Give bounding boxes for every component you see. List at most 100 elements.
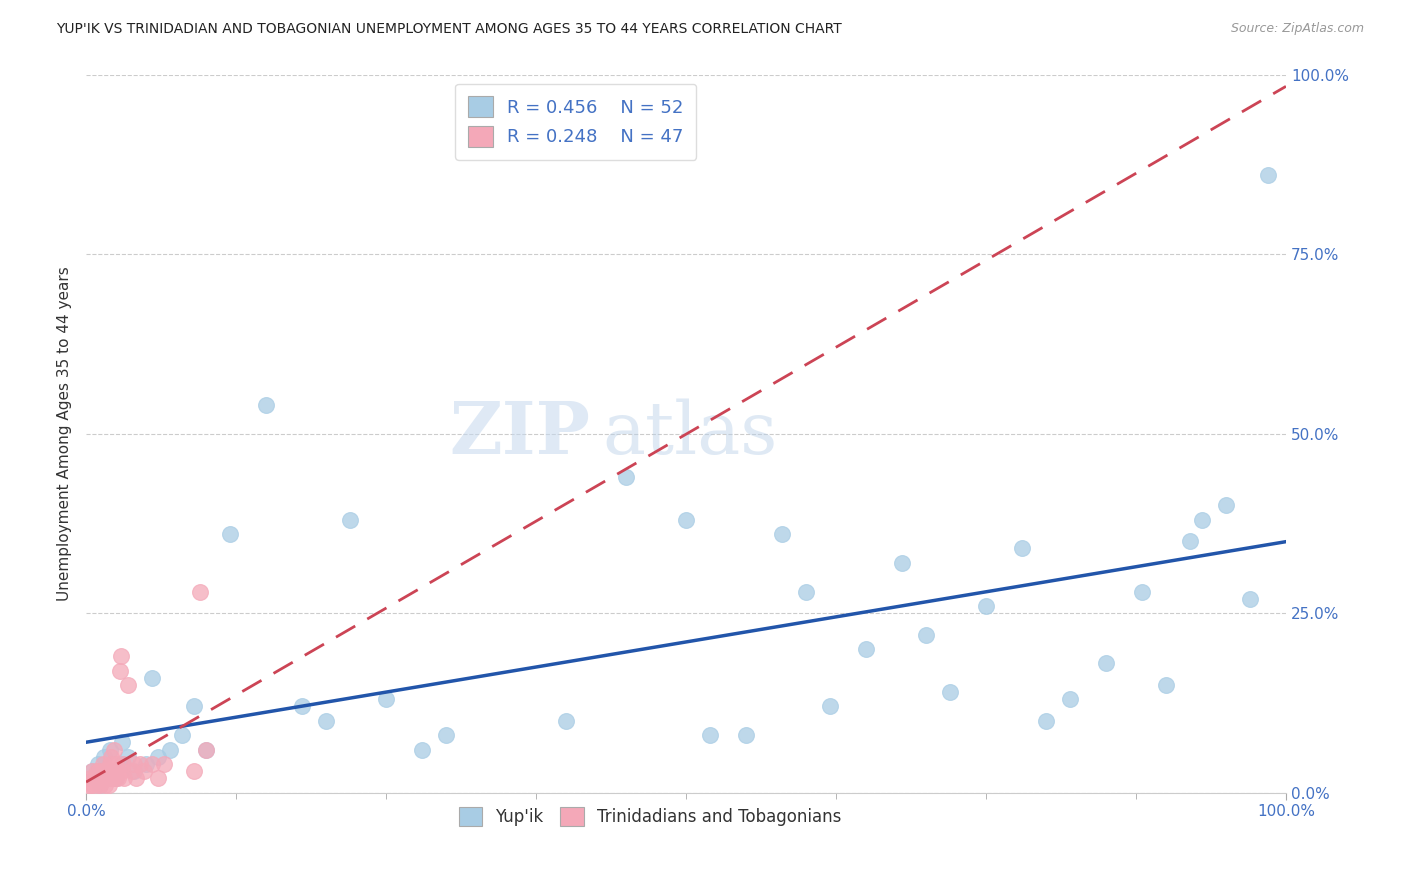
Point — [122, 764, 145, 778]
Point — [1011, 541, 1033, 556]
Point — [86, 764, 108, 778]
Point — [1059, 692, 1081, 706]
Point — [1154, 678, 1177, 692]
Point — [98, 772, 121, 786]
Point — [112, 756, 135, 771]
Point — [97, 772, 120, 786]
Point — [1095, 657, 1118, 671]
Point — [891, 556, 914, 570]
Point — [80, 764, 103, 778]
Point — [375, 692, 398, 706]
Point — [219, 527, 242, 541]
Point — [195, 742, 218, 756]
Point — [107, 772, 129, 786]
Point — [675, 513, 697, 527]
Point — [122, 756, 145, 771]
Point — [146, 772, 169, 786]
Point — [98, 742, 121, 756]
Point — [555, 714, 578, 728]
Point — [315, 714, 337, 728]
Point — [101, 772, 124, 786]
Point — [614, 469, 637, 483]
Point — [159, 742, 181, 756]
Point — [80, 779, 103, 793]
Point — [80, 764, 103, 778]
Point — [84, 772, 107, 786]
Point — [129, 756, 152, 771]
Point — [254, 398, 277, 412]
Text: atlas: atlas — [602, 399, 778, 469]
Point — [1239, 591, 1261, 606]
Point — [125, 772, 148, 786]
Point — [108, 664, 131, 678]
Point — [121, 764, 143, 778]
Point — [87, 772, 110, 786]
Point — [100, 749, 122, 764]
Point — [411, 742, 433, 756]
Point — [974, 599, 997, 613]
Point — [188, 584, 211, 599]
Point — [1191, 513, 1213, 527]
Point — [146, 749, 169, 764]
Point — [195, 742, 218, 756]
Point — [91, 756, 114, 771]
Point — [183, 699, 205, 714]
Y-axis label: Unemployment Among Ages 35 to 44 years: Unemployment Among Ages 35 to 44 years — [58, 266, 72, 601]
Point — [1035, 714, 1057, 728]
Point — [105, 756, 128, 771]
Point — [141, 756, 163, 771]
Point — [93, 772, 115, 786]
Point — [1130, 584, 1153, 599]
Point — [82, 779, 104, 793]
Point — [939, 685, 962, 699]
Point — [111, 756, 134, 771]
Text: Source: ZipAtlas.com: Source: ZipAtlas.com — [1230, 22, 1364, 36]
Point — [111, 735, 134, 749]
Point — [98, 764, 121, 778]
Point — [339, 513, 361, 527]
Point — [1178, 534, 1201, 549]
Point — [1257, 168, 1279, 182]
Point — [132, 764, 155, 778]
Point — [83, 772, 105, 786]
Point — [818, 699, 841, 714]
Point — [97, 772, 120, 786]
Point — [135, 756, 157, 771]
Point — [770, 527, 793, 541]
Point — [117, 678, 139, 692]
Point — [98, 756, 121, 771]
Point — [89, 779, 111, 793]
Point — [110, 649, 132, 664]
Point — [101, 764, 124, 778]
Point — [94, 779, 117, 793]
Point — [90, 772, 112, 786]
Point — [96, 764, 118, 778]
Point — [117, 749, 139, 764]
Point — [93, 764, 115, 778]
Point — [915, 628, 938, 642]
Point — [855, 642, 877, 657]
Point — [291, 699, 314, 714]
Point — [170, 728, 193, 742]
Point — [103, 742, 125, 756]
Point — [105, 772, 128, 786]
Point — [89, 779, 111, 793]
Point — [153, 756, 176, 771]
Point — [1215, 499, 1237, 513]
Point — [183, 764, 205, 778]
Point — [111, 764, 134, 778]
Point — [77, 779, 100, 793]
Point — [699, 728, 721, 742]
Point — [87, 756, 110, 771]
Point — [84, 772, 107, 786]
Point — [141, 671, 163, 685]
Text: YUP'IK VS TRINIDADIAN AND TOBAGONIAN UNEMPLOYMENT AMONG AGES 35 TO 44 YEARS CORR: YUP'IK VS TRINIDADIAN AND TOBAGONIAN UNE… — [56, 22, 842, 37]
Point — [87, 779, 110, 793]
Point — [105, 764, 128, 778]
Legend: Yup'ik, Trinidadians and Tobagonians: Yup'ik, Trinidadians and Tobagonians — [450, 798, 849, 835]
Point — [794, 584, 817, 599]
Point — [93, 749, 115, 764]
Text: ZIP: ZIP — [449, 398, 591, 469]
Point — [114, 772, 136, 786]
Point — [105, 772, 128, 786]
